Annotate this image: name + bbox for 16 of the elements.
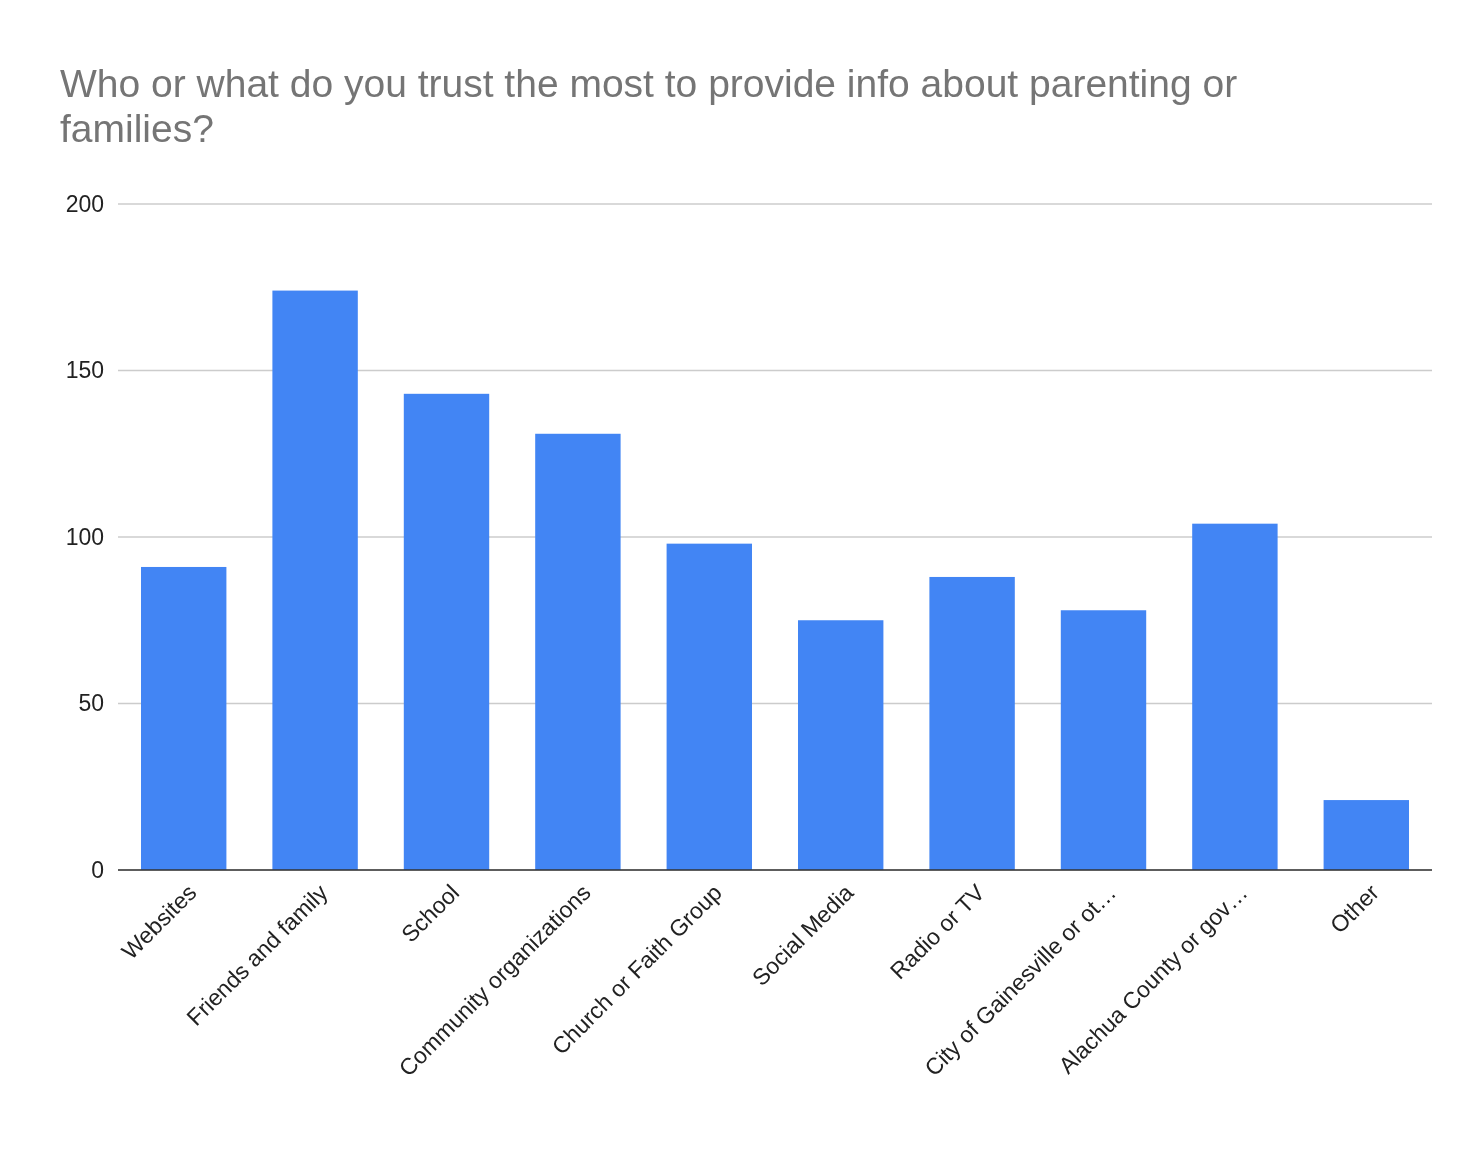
bar — [272, 290, 358, 870]
bar — [403, 393, 490, 870]
y-tick-label: 50 — [78, 690, 104, 717]
bar — [535, 433, 621, 870]
y-tick-label: 0 — [91, 856, 104, 883]
bar — [1323, 800, 1409, 870]
chart-title: Who or what do you trust the most to provide info about parenting or families? — [60, 62, 1238, 150]
y-tick-label: 150 — [65, 357, 104, 384]
bar — [1060, 610, 1147, 870]
y-tick-label: 200 — [65, 190, 104, 217]
bar — [1192, 523, 1278, 870]
y-tick-label: 100 — [65, 523, 104, 550]
bar — [798, 620, 884, 870]
bar — [141, 566, 227, 870]
bar — [666, 543, 753, 870]
bar — [929, 576, 1015, 870]
